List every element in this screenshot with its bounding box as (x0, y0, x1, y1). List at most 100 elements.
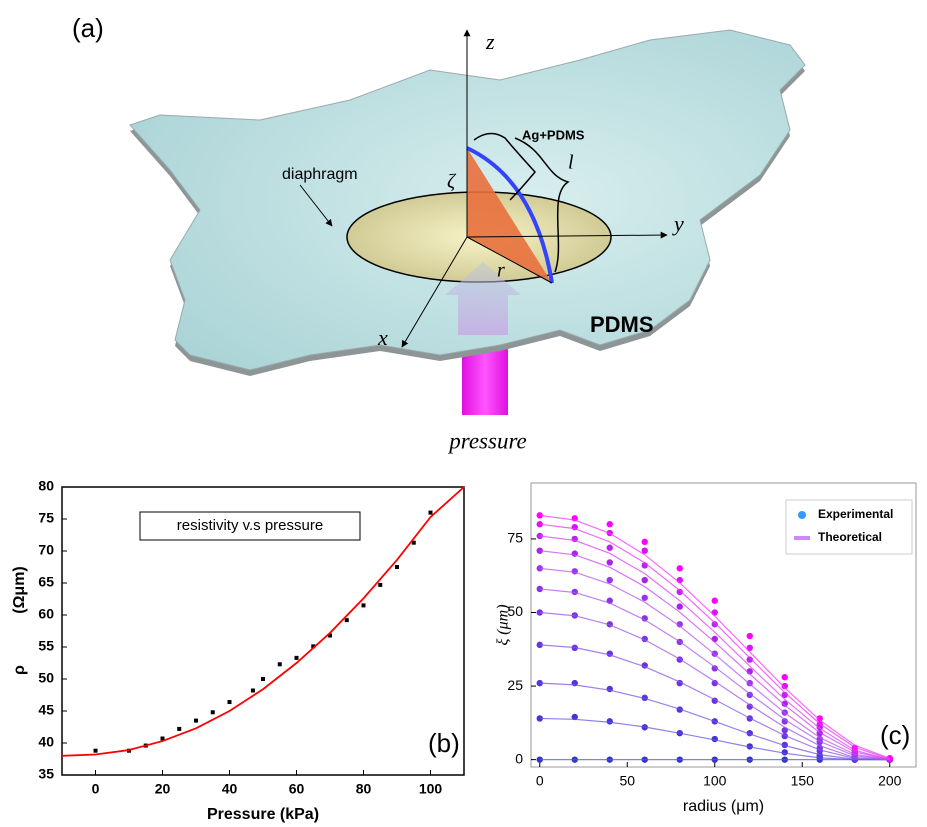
pressure-arrow (445, 262, 521, 335)
point (641, 594, 648, 601)
y-tick-label: 50 (507, 603, 523, 619)
point (606, 576, 613, 584)
legend-label: Experimental (818, 507, 893, 521)
point (781, 674, 788, 681)
x-tick-label: 0 (536, 773, 544, 789)
point (571, 713, 578, 721)
point (261, 677, 265, 681)
point (676, 603, 683, 610)
symbol-label: ζ (447, 171, 457, 193)
diaphragm-label: diaphragm (282, 166, 358, 183)
y-axis-label: ξ (μm) (495, 604, 512, 645)
x-tick-label: 0 (92, 781, 100, 797)
y-tick-label: 55 (38, 638, 54, 654)
legend-marker (798, 511, 806, 519)
point (641, 538, 648, 546)
line (539, 514, 890, 760)
point (711, 679, 718, 687)
point (711, 665, 718, 672)
point (641, 576, 648, 584)
x-tick-label: 80 (356, 781, 372, 797)
point (641, 547, 648, 554)
y-tick-label: 65 (38, 574, 54, 590)
point (746, 656, 753, 663)
legend-box (785, 499, 913, 555)
point (606, 544, 613, 551)
point (378, 582, 383, 587)
y-tick-label: 75 (38, 510, 54, 526)
line (539, 682, 890, 761)
point (676, 588, 683, 596)
point (746, 703, 753, 710)
line (539, 523, 890, 760)
legend-label: Theoretical (818, 530, 882, 544)
point (816, 715, 823, 722)
y-axis (466, 231, 668, 239)
diagram: (a) z y x ζ l r diaphragm Ag+PDMS PDMS p… (72, 13, 806, 453)
y-axis-unit: (Ωμm) (11, 566, 28, 614)
x-axis-label: radius (μm) (683, 798, 764, 815)
y-tick-label: 40 (38, 734, 54, 750)
point (250, 688, 255, 693)
point (711, 621, 718, 628)
x-tick-label: 150 (791, 773, 815, 789)
diaphragm-pointer (299, 184, 333, 227)
y-tick-label: 50 (38, 670, 54, 686)
x-tick-label: 100 (703, 773, 727, 789)
y-tick-label: 75 (507, 530, 523, 546)
line (539, 644, 890, 761)
point (395, 565, 399, 569)
length-brace (514, 137, 570, 273)
y-tick-label: 60 (38, 606, 54, 622)
axis-label: z (485, 29, 495, 54)
point (194, 718, 198, 723)
symbol-label: r (497, 260, 505, 282)
symbol-label: l (568, 152, 574, 174)
point (294, 655, 299, 660)
point (361, 603, 366, 608)
point (606, 718, 613, 725)
panel-label: (b) (428, 728, 460, 758)
line (61, 486, 465, 757)
point (227, 700, 232, 705)
x-axis-label: Pressure (kPa) (207, 806, 319, 823)
point (93, 748, 98, 753)
substrate-label: PDMS (590, 312, 654, 337)
point (344, 618, 349, 623)
y-tick-label: 35 (38, 766, 54, 782)
point (277, 662, 282, 667)
point (606, 559, 613, 566)
point (781, 718, 788, 725)
point (311, 644, 316, 649)
x-tick-label: 100 (419, 781, 443, 797)
legend-label: resistivity v.s pressure (177, 517, 323, 534)
y-tick-label: 80 (38, 478, 54, 494)
point (746, 644, 753, 652)
point (428, 510, 433, 515)
plot-frame (61, 486, 465, 776)
point (746, 632, 753, 640)
point (606, 521, 613, 528)
x-tick-label: 20 (155, 781, 171, 797)
y-tick-label: 25 (507, 677, 523, 693)
plot-frame (530, 482, 917, 768)
point (746, 691, 753, 699)
point (411, 540, 416, 545)
axis-label: x (377, 325, 388, 350)
point (160, 736, 165, 741)
point (711, 597, 718, 604)
x-tick-label: 40 (222, 781, 238, 797)
axis-label: y (672, 211, 684, 236)
point (676, 565, 683, 572)
pressure-label: pressure (447, 428, 527, 453)
y-tick-label: 45 (38, 702, 54, 718)
line (539, 611, 890, 761)
point (711, 609, 718, 616)
y-tick-label: 0 (515, 750, 523, 766)
point (328, 633, 332, 638)
legend-box (139, 511, 361, 541)
panel-label: (a) (72, 13, 104, 43)
radius-line (466, 236, 553, 284)
section (467, 148, 552, 283)
